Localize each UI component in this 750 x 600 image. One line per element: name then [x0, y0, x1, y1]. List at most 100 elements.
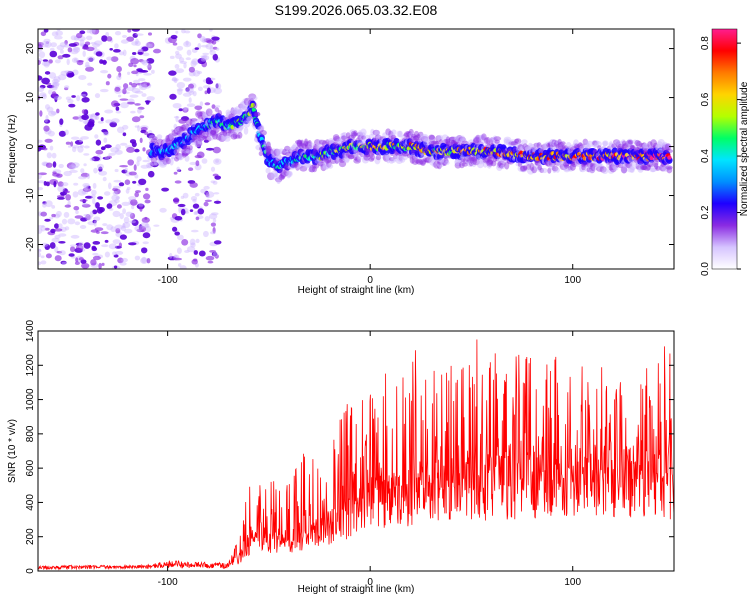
noise-speckle [179, 265, 187, 269]
ridge-halo [443, 158, 449, 164]
noise-speckle [174, 231, 180, 236]
noise-speckle [203, 139, 209, 143]
noise-speckle [58, 74, 67, 81]
noise-speckle [212, 227, 216, 234]
ridge-halo [296, 140, 303, 148]
ridge-halo [629, 166, 635, 174]
noise-speckle [146, 96, 155, 101]
ridge-halo [207, 129, 214, 135]
ridge-halo [493, 136, 502, 141]
ridge-halo [650, 139, 657, 148]
noise-speckle [144, 199, 151, 204]
noise-speckle [133, 79, 140, 84]
ridge-halo [551, 142, 557, 147]
noise-speckle [196, 144, 201, 149]
noise-speckle [41, 41, 50, 48]
ridge-halo [343, 152, 351, 158]
ridge-halo [364, 150, 371, 158]
ridge-halo [479, 134, 484, 139]
spectrogram-y-tick-label: 20 [25, 43, 36, 55]
noise-speckle [81, 203, 91, 208]
ridge-halo [197, 137, 203, 145]
colorbar: 0.0 0.2 0.4 0.6 0.8 Normalized spectral ampl… [700, 28, 750, 276]
noise-speckle [143, 193, 151, 200]
ridge-halo [352, 153, 359, 161]
noise-speckle [79, 39, 85, 47]
ridge-halo [549, 139, 556, 146]
noise-speckle [175, 126, 184, 132]
noise-speckle [83, 213, 90, 217]
ridge-halo [334, 156, 340, 164]
ridge-halo [332, 134, 340, 141]
ridge-halo [615, 141, 621, 148]
ridge-halo [182, 145, 188, 151]
noise-speckle [55, 30, 63, 36]
noise-speckle [132, 52, 137, 55]
noise-speckle [48, 110, 56, 117]
ridge-halo [654, 162, 659, 170]
ridge-halo [322, 161, 330, 170]
noise-speckle [44, 119, 48, 123]
ridge-halo [614, 164, 619, 171]
ridge-halo [628, 142, 634, 151]
ridge-halo [551, 141, 559, 147]
noise-speckle [161, 187, 170, 192]
ridge-halo [282, 148, 288, 156]
ridge-halo [596, 166, 604, 172]
ridge-halo [609, 164, 617, 173]
noise-speckle [81, 202, 89, 206]
ridge-halo [159, 160, 167, 167]
noise-speckle [185, 87, 190, 92]
noise-speckle [113, 49, 121, 53]
noise-speckle [142, 52, 150, 57]
noise-speckle [44, 71, 51, 75]
ridge-halo [418, 159, 427, 165]
ridge-halo [412, 135, 419, 141]
ridge-halo [599, 166, 607, 173]
ridge-halo [403, 133, 410, 137]
ridge-halo [150, 155, 158, 164]
ridge-halo [386, 131, 395, 138]
ridge-halo [515, 145, 521, 152]
ridge-halo [201, 131, 209, 137]
noise-speckle [168, 70, 177, 76]
ridge-halo [209, 129, 217, 137]
ridge-halo [626, 138, 634, 147]
ridge-halo [658, 144, 666, 151]
ridge-halo [359, 132, 366, 137]
noise-speckle [38, 146, 42, 152]
ridge-halo [386, 157, 391, 164]
noise-speckle [95, 139, 102, 146]
noise-speckle [97, 196, 104, 200]
noise-speckle [117, 257, 124, 264]
ridge-halo [375, 154, 382, 161]
ridge-halo [281, 150, 287, 156]
noise-speckle [205, 255, 215, 261]
noise-speckle [200, 55, 208, 58]
ridge-halo [548, 142, 555, 148]
noise-speckle [215, 83, 219, 89]
ridge-blob [180, 142, 187, 150]
noise-speckle [53, 95, 62, 100]
noise-speckle [115, 110, 122, 114]
noise-speckle [180, 208, 186, 216]
noise-speckle [57, 55, 64, 60]
noise-speckle [142, 159, 150, 163]
noise-speckle [134, 125, 140, 128]
ridge-halo [662, 143, 671, 149]
ridge-halo [448, 136, 456, 143]
noise-speckle [56, 108, 60, 114]
noise-speckle [185, 87, 194, 94]
ridge-halo [195, 141, 201, 148]
ridge-halo [224, 132, 230, 139]
ridge-halo [281, 170, 287, 176]
ridge-halo [334, 160, 340, 165]
ridge-halo [452, 139, 460, 144]
ridge-halo [173, 127, 181, 135]
noise-speckle [65, 141, 71, 145]
ridge-halo [354, 156, 361, 162]
noise-speckle [74, 58, 78, 62]
noise-speckle [209, 49, 216, 56]
ridge-halo [463, 157, 470, 165]
ridge-halo [149, 161, 156, 167]
